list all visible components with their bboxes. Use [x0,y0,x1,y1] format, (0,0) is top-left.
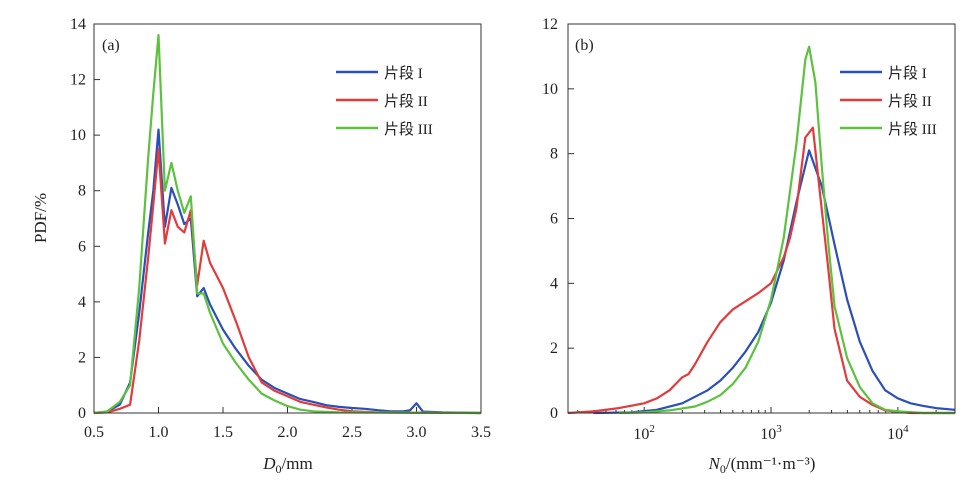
legend-a-label-2: 片段 II [384,93,428,110]
panel-a-ytick-label: 4 [78,294,86,311]
panel-b-xlabel-var: N [708,454,722,473]
panel-b-frame [567,23,956,414]
panel-a-ytick-label: 10 [70,127,86,144]
panel-a-frame [93,23,482,414]
panel-b-xtick-exp: 2 [649,423,655,435]
panel-a-legend: 片段 I 片段 II 片段 III [336,65,433,138]
panel-b-series-line-1 [593,149,956,415]
panel-b-ytick-label: 8 [550,146,558,163]
panel-a-ytick-label: 2 [78,349,86,366]
panel-b-ytick-label: 12 [542,16,558,33]
panel-a-tag: (a) [102,37,120,54]
panel-a-xlabel-unit: /mm [282,454,313,473]
panel-b-ytick-label: 0 [550,405,558,422]
panel-a-ytick-label: 6 [78,238,86,255]
panel-a-ylabel: PDF/% [31,193,50,243]
panel-a-xlabel-sub: 0 [276,462,282,476]
legend-b-label-2: 片段 II [888,93,932,110]
panel-a-xtick-label: 1.0 [149,424,169,441]
panel-b-xtick-base: 10 [760,426,776,443]
panel-b-series [567,45,956,415]
panel-b-series-line-2 [567,126,955,415]
panel-a-series [93,33,482,415]
panel-b-xtick-base: 10 [633,426,649,443]
panel-b-legend: 片段 I 片段 II 片段 III [840,65,937,138]
panel-a-series-line-1 [93,128,482,415]
legend-a-label-3: 片段 III [384,121,433,138]
panel-a-xtick-label: 0.5 [84,424,104,441]
panel-b-series-line-3 [618,45,955,415]
panel-b-tag: (b) [575,37,594,54]
panel-b-xtick-exp: 4 [903,423,909,435]
panel-a-ticks: 0.5 1.0 1.5 2.0 2.5 3.0 3.5 0 2 4 6 8 10 12 14 [70,16,491,441]
panel-b-xlabel: N0/(mm⁻¹·m⁻³) [708,454,816,476]
panel-a-ytick-label: 8 [78,183,86,200]
panel-a-xtick-label: 1.5 [213,424,233,441]
panel-a-series-line-3 [93,33,482,415]
panel-b-xtick-label: 103 [760,423,782,443]
panel-a: 0.5 1.0 1.5 2.0 2.5 3.0 3.5 0 2 4 6 8 10 12 14 (a) 片段 … [31,16,491,476]
panel-b-ytick-label: 10 [542,81,558,98]
panel-a-series-line-2 [93,147,482,415]
panel-b-xtick-base: 10 [887,426,903,443]
panel-a-xtick-label: 3.0 [407,424,427,441]
panel-b-ytick-label: 2 [550,340,558,357]
legend-a-label-1: 片段 I [384,65,423,82]
panel-b-ytick-label: 4 [550,275,558,292]
panel-a-ytick-label: 12 [70,72,86,89]
panel-b-xtick-label: 104 [887,423,909,443]
panel-a-ytick-label: 14 [70,16,86,33]
panel-b-xlabel-unit: /(mm⁻¹·m⁻³) [726,454,816,473]
panel-a-xtick-label: 2.5 [342,424,362,441]
panel-b-xtick-label: 102 [633,423,655,443]
legend-b-label-3: 片段 III [888,121,937,138]
panel-b-xtick-exp: 3 [776,423,782,435]
panel-a-xtick-label: 3.5 [471,424,491,441]
panel-b-ytick-label: 6 [550,211,558,228]
panel-a-xlabel-var: D [262,454,276,473]
panel-a-xlabel: D0/mm [262,454,312,476]
legend-b-label-1: 片段 I [888,65,927,82]
panel-a-xtick-label: 2.0 [278,424,298,441]
panel-a-ytick-label: 0 [78,405,86,422]
panel-b-xlabel-sub: 0 [720,462,726,476]
